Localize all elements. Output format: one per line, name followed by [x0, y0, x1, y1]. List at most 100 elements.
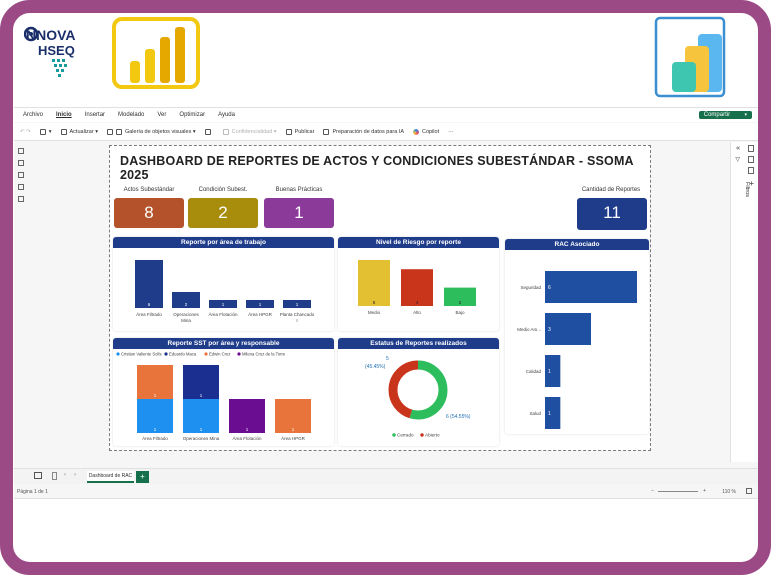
- undo-button[interactable]: ↶ ↷: [20, 129, 31, 135]
- zoom-level: 110 %: [722, 489, 736, 495]
- status-label-abierto-count: 5: [386, 356, 389, 362]
- chart-icon: [115, 128, 122, 135]
- area-tick-label: Planta Chancado: [280, 312, 315, 317]
- sst-bar-value: 1: [200, 393, 203, 398]
- panel-estatus-title: Estatus de Reportes realizados: [338, 338, 499, 349]
- visuals-label: Galería de objetos visuales: [124, 128, 192, 135]
- risk-tick-label: Alto: [413, 310, 421, 315]
- panel-rac-asociado[interactable]: RAC Asociado 6 Seguridad 3 Medio Am... 1 Cali…: [505, 239, 649, 434]
- status-legend-marker: [392, 433, 396, 437]
- area-tick-label: Mina: [181, 318, 191, 323]
- menu-ayuda[interactable]: Ayuda: [218, 112, 235, 118]
- publish-label: Publicar: [294, 128, 315, 135]
- filters-pane: « ▽ Filtros +: [730, 142, 758, 462]
- table-view-icon[interactable]: [18, 160, 24, 166]
- ai-prep-label: Preparación de datos para IA: [332, 128, 404, 135]
- add-pane-icon[interactable]: +: [749, 179, 754, 188]
- page-indicator: Página 1 de 1: [17, 489, 48, 495]
- area-bar: [283, 300, 311, 308]
- kpi-card-buenas-practicas: 1: [264, 198, 334, 228]
- kpi-label-actos: Actos Subestándar: [123, 187, 175, 193]
- panel-area-title: Reporte por área de trabajo: [113, 237, 334, 248]
- copilot-button[interactable]: Copilot: [413, 128, 439, 135]
- more-label: ···: [448, 128, 454, 135]
- clipboard-icon: [39, 128, 46, 135]
- panel-area-trabajo[interactable]: Reporte por área de trabajo 6 Área Filtra…: [113, 237, 334, 331]
- tab-dashboard-rac[interactable]: Dashboard de RAC: [87, 471, 134, 483]
- mobile-view-icon[interactable]: [52, 472, 57, 480]
- risk-bar-value: 2: [459, 300, 462, 305]
- sst-legend-marker: [164, 352, 168, 356]
- publish-icon: [285, 128, 292, 135]
- rac-bar-value: 6: [548, 285, 551, 291]
- paste-button[interactable]: ▾: [39, 128, 52, 135]
- status-legend-label: Abierto: [425, 433, 440, 438]
- publish-button[interactable]: Publicar: [285, 128, 315, 135]
- redo-icon: ↷: [26, 128, 31, 135]
- sst-legend-marker: [116, 352, 120, 356]
- model-view-icon[interactable]: [18, 172, 24, 178]
- ai-prep-button[interactable]: Preparación de datos para IA: [323, 128, 404, 135]
- visualizations-icon[interactable]: [748, 156, 754, 163]
- report-view-icon[interactable]: [18, 148, 24, 154]
- next-page-icon[interactable]: ›: [74, 472, 76, 478]
- nnova-hseq-logo: NNOVA HSEQ: [23, 24, 100, 80]
- rac-bar-value: 3: [548, 327, 551, 333]
- risk-bar-value: 4: [416, 300, 419, 305]
- share-label: Compartir: [703, 112, 731, 118]
- zoom-out-icon[interactable]: −: [651, 488, 654, 494]
- table-button[interactable]: [204, 128, 214, 135]
- power-bi-app-window: Archivo Inicio Insertar Modelado Ver Opt…: [14, 107, 758, 499]
- filter-icon[interactable]: ▽: [735, 157, 740, 163]
- format-pane-icon[interactable]: [748, 145, 754, 152]
- undo-icon: ↶: [20, 128, 25, 135]
- collapse-icon[interactable]: «: [736, 145, 740, 152]
- panel-estatus[interactable]: Estatus de Reportes realizados 6 (54.55%…: [338, 338, 499, 446]
- power-bi-logo-icon: [112, 17, 202, 89]
- menu-insertar[interactable]: Insertar: [84, 112, 106, 118]
- menu-ver[interactable]: Ver: [157, 112, 167, 118]
- kpi-card-condicion: 2: [188, 198, 258, 228]
- zoom-slider[interactable]: [658, 491, 698, 492]
- tmdl-view-icon[interactable]: [18, 196, 24, 202]
- menu-bar: Archivo Inicio Insertar Modelado Ver Opt…: [14, 108, 758, 122]
- risk-tick-label: Bajo: [455, 310, 465, 315]
- confidentiality-button[interactable]: Confidencialidad ▾: [222, 128, 277, 135]
- more-options-button[interactable]: ···: [448, 129, 454, 135]
- menu-inicio[interactable]: Inicio: [56, 112, 72, 118]
- area-tick-label: Área Flotación: [208, 311, 238, 317]
- sst-bar-segment: [275, 399, 311, 433]
- gallery-icon: [106, 128, 113, 135]
- visual-gallery-button[interactable]: Galería de objetos visuales ▾: [106, 128, 196, 135]
- kpi-label-condicion: Condición Subest.: [198, 187, 248, 193]
- sst-bar-value: 1: [200, 427, 203, 432]
- sst-bar-value: 1: [292, 427, 295, 432]
- status-legend-marker: [420, 433, 424, 437]
- sst-legend-label: Eduardo Maca: [169, 352, 197, 357]
- fit-page-icon[interactable]: [746, 488, 752, 494]
- data-pane-icon[interactable]: [748, 167, 754, 174]
- rac-bar-chart: 6 Seguridad 3 Medio Am... 1 Calidad 1 Salud: [517, 271, 637, 429]
- menu-modelado[interactable]: Modelado: [118, 112, 145, 118]
- menu-archivo[interactable]: Archivo: [23, 112, 44, 118]
- sst-bar-segment: [183, 399, 219, 433]
- page-view-icon[interactable]: [34, 472, 42, 479]
- panel-sst-title: Reporte SST por área y responsable: [113, 338, 334, 349]
- prev-page-icon[interactable]: ‹: [64, 472, 66, 478]
- share-button[interactable]: Compartir ▾: [698, 111, 752, 119]
- filters-label[interactable]: Filtros: [744, 182, 750, 197]
- refresh-button[interactable]: Actualizar ▾: [60, 128, 98, 135]
- rac-tick-label: Medio Am...: [517, 327, 541, 332]
- add-page-button[interactable]: +: [136, 471, 149, 483]
- area-tick-label: Operaciones: [173, 312, 199, 317]
- zoom-in-icon[interactable]: +: [703, 488, 706, 494]
- rac-bar-value: 1: [548, 411, 551, 417]
- panel-nivel-riesgo[interactable]: Nivel de Riesgo por reporte 5 Medio 4 Alto 2…: [338, 237, 499, 331]
- panel-sst[interactable]: Reporte SST por área y responsable Crist…: [113, 338, 334, 446]
- area-bar: [246, 300, 274, 308]
- sst-bar-value: 1: [154, 427, 157, 432]
- menu-optimizar[interactable]: Optimizar: [179, 112, 206, 118]
- sst-tick-label: Área Flotación: [232, 435, 262, 441]
- dax-query-icon[interactable]: [18, 184, 24, 190]
